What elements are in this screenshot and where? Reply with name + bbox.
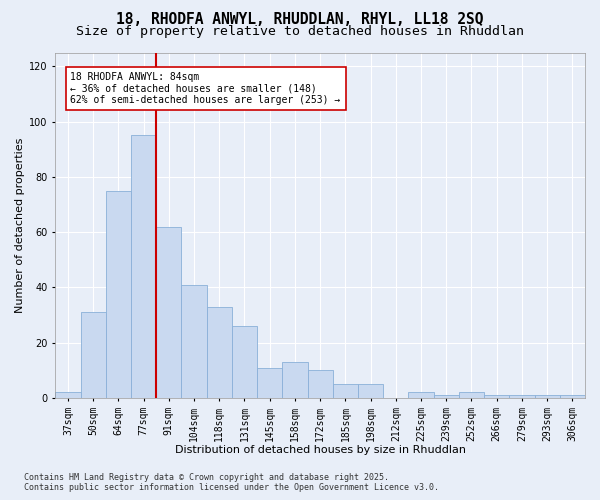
Bar — [358, 384, 383, 398]
Bar — [409, 392, 434, 398]
Bar — [80, 312, 106, 398]
Bar — [55, 392, 80, 398]
Bar — [257, 368, 283, 398]
X-axis label: Distribution of detached houses by size in Rhuddlan: Distribution of detached houses by size … — [175, 445, 466, 455]
Bar — [560, 395, 585, 398]
Bar — [232, 326, 257, 398]
Text: Size of property relative to detached houses in Rhuddlan: Size of property relative to detached ho… — [76, 25, 524, 38]
Bar — [535, 395, 560, 398]
Bar — [333, 384, 358, 398]
Bar — [181, 284, 206, 398]
Bar — [156, 226, 181, 398]
Bar — [484, 395, 509, 398]
Bar — [283, 362, 308, 398]
Bar — [459, 392, 484, 398]
Bar — [434, 395, 459, 398]
Bar — [106, 190, 131, 398]
Text: 18, RHODFA ANWYL, RHUDDLAN, RHYL, LL18 2SQ: 18, RHODFA ANWYL, RHUDDLAN, RHYL, LL18 2… — [116, 12, 484, 28]
Y-axis label: Number of detached properties: Number of detached properties — [15, 138, 25, 313]
Bar — [131, 136, 156, 398]
Bar — [509, 395, 535, 398]
Text: Contains HM Land Registry data © Crown copyright and database right 2025.
Contai: Contains HM Land Registry data © Crown c… — [24, 473, 439, 492]
Bar — [308, 370, 333, 398]
Bar — [206, 306, 232, 398]
Text: 18 RHODFA ANWYL: 84sqm
← 36% of detached houses are smaller (148)
62% of semi-de: 18 RHODFA ANWYL: 84sqm ← 36% of detached… — [70, 72, 341, 105]
